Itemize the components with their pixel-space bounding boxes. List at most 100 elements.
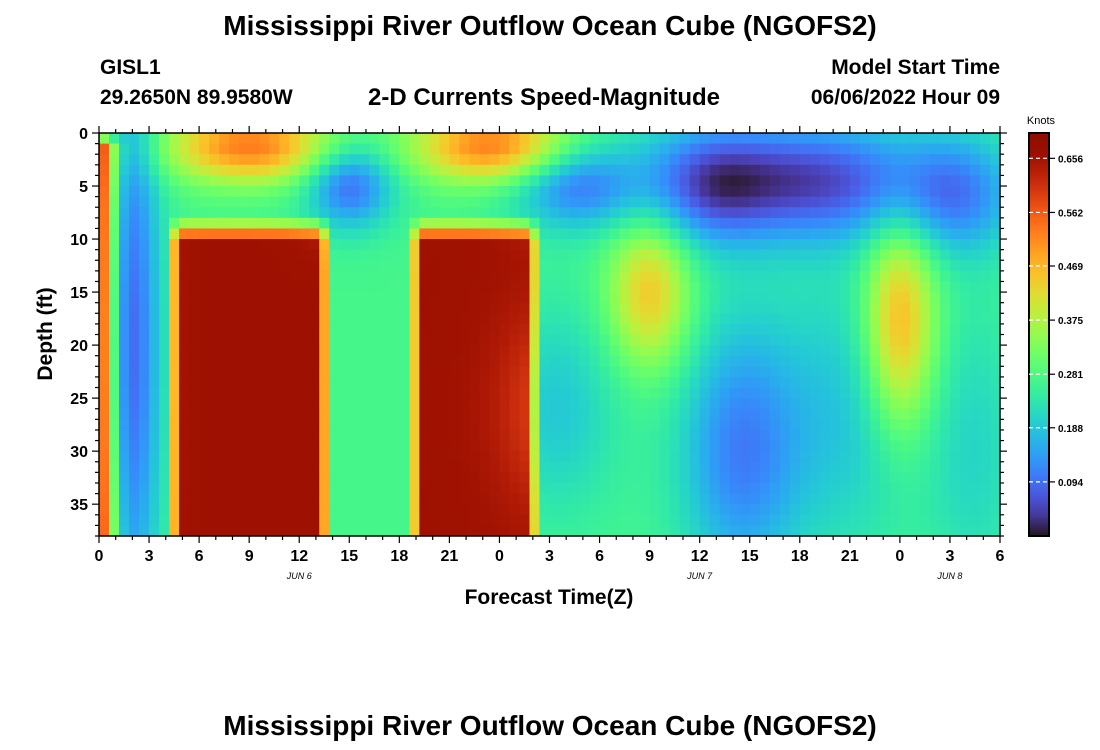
- heatmap-cell: [429, 334, 440, 346]
- heatmap-cell: [719, 398, 731, 410]
- heatmap-cell: [329, 196, 340, 208]
- heatmap-cell: [559, 429, 571, 442]
- heatmap-cell: [749, 345, 761, 357]
- heatmap-cell: [779, 398, 791, 410]
- heatmap-cell: [139, 493, 150, 505]
- heatmap-cell: [319, 429, 330, 442]
- heatmap-cell: [629, 313, 641, 325]
- heatmap-cell: [129, 228, 140, 240]
- heatmap-cell: [619, 175, 631, 187]
- heatmap-cell: [109, 376, 120, 389]
- heatmap-cell: [599, 493, 611, 505]
- heatmap-cell: [419, 270, 430, 283]
- heatmap-cell: [989, 249, 1000, 261]
- heatmap-cell: [859, 154, 871, 166]
- heatmap-cell: [329, 408, 340, 420]
- heatmap-cell: [379, 228, 390, 240]
- heatmap-cell: [669, 482, 681, 495]
- heatmap-cell: [119, 440, 130, 452]
- heatmap-cell: [869, 323, 881, 336]
- heatmap-cell: [519, 154, 531, 166]
- heatmap-cell: [109, 398, 120, 410]
- heatmap-cell: [409, 440, 420, 452]
- heatmap-cell: [919, 260, 931, 272]
- heatmap-cell: [129, 249, 140, 261]
- heatmap-cell: [539, 133, 551, 145]
- heatmap-cell: [249, 451, 260, 463]
- heatmap-cell: [789, 493, 801, 505]
- heatmap-cell: [589, 260, 601, 272]
- heatmap-cell: [409, 196, 420, 208]
- heatmap-cell: [119, 525, 130, 536]
- heatmap-cell: [989, 472, 1000, 484]
- heatmap-cell: [609, 419, 621, 431]
- heatmap-cell: [409, 408, 420, 420]
- heatmap-cell: [819, 154, 831, 166]
- heatmap-cell: [259, 302, 270, 314]
- heatmap-cell: [719, 514, 731, 526]
- heatmap-cell: [609, 186, 621, 198]
- heatmap-cell: [459, 482, 471, 495]
- heatmap-cell: [639, 398, 651, 410]
- heatmap-cell: [409, 514, 420, 526]
- heatmap-cell: [339, 154, 350, 166]
- heatmap-cell: [539, 345, 551, 357]
- heatmap-cell: [99, 461, 110, 473]
- heatmap-cell: [559, 323, 571, 336]
- heatmap-cell: [519, 408, 531, 420]
- heatmap-cell: [809, 514, 821, 526]
- heatmap-cell: [239, 281, 250, 293]
- heatmap-cell: [759, 154, 771, 166]
- heatmap-cell: [639, 345, 651, 357]
- heatmap-cell: [449, 302, 460, 314]
- heatmap-cell: [139, 345, 150, 357]
- heatmap-cell: [199, 429, 210, 442]
- heatmap-cell: [459, 429, 471, 442]
- heatmap-cell: [529, 408, 541, 420]
- heatmap-cell: [799, 472, 811, 484]
- heatmap-cell: [919, 504, 931, 516]
- heatmap-cell: [439, 419, 450, 431]
- heatmap-cell: [559, 461, 571, 473]
- heatmap-cell: [119, 429, 130, 442]
- heatmap-cell: [219, 334, 230, 346]
- heatmap-cell: [409, 186, 420, 198]
- heatmap-cell: [949, 207, 961, 219]
- heatmap-cell: [399, 133, 410, 145]
- heatmap-cell: [709, 493, 721, 505]
- heatmap-cell: [119, 345, 130, 357]
- heatmap-cell: [919, 313, 931, 325]
- heatmap-cell: [119, 154, 130, 166]
- heatmap-cell: [659, 493, 671, 505]
- heatmap-cell: [319, 292, 330, 304]
- heatmap-cell: [889, 451, 901, 463]
- heatmap-cell: [189, 154, 200, 166]
- heatmap-cell: [939, 217, 951, 230]
- heatmap-cell: [109, 302, 120, 314]
- heatmap-cell: [599, 175, 611, 187]
- heatmap-cell: [619, 270, 631, 283]
- heatmap-cell: [479, 525, 491, 536]
- heatmap-cell: [789, 313, 801, 325]
- heatmap-cell: [209, 451, 220, 463]
- heatmap-cell: [109, 143, 120, 155]
- heatmap-cell: [509, 504, 521, 516]
- heatmap-cell: [929, 270, 941, 283]
- heatmap-cell: [549, 217, 561, 230]
- heatmap-cell: [939, 504, 951, 516]
- heatmap-cell: [269, 514, 280, 526]
- heatmap-cell: [129, 419, 140, 431]
- heatmap-cell: [859, 292, 871, 304]
- heatmap-cell: [569, 355, 581, 367]
- heatmap-cell: [519, 334, 531, 346]
- heatmap-cell: [929, 504, 941, 516]
- heatmap-cell: [709, 461, 721, 473]
- heatmap-cell: [749, 472, 761, 484]
- heatmap-cell: [559, 249, 571, 261]
- heatmap-cell: [199, 154, 210, 166]
- heatmap-cell: [289, 186, 300, 198]
- heatmap-cell: [959, 154, 971, 166]
- heatmap-cell: [869, 440, 881, 452]
- heatmap-cell: [519, 228, 531, 240]
- heatmap-cell: [499, 281, 511, 293]
